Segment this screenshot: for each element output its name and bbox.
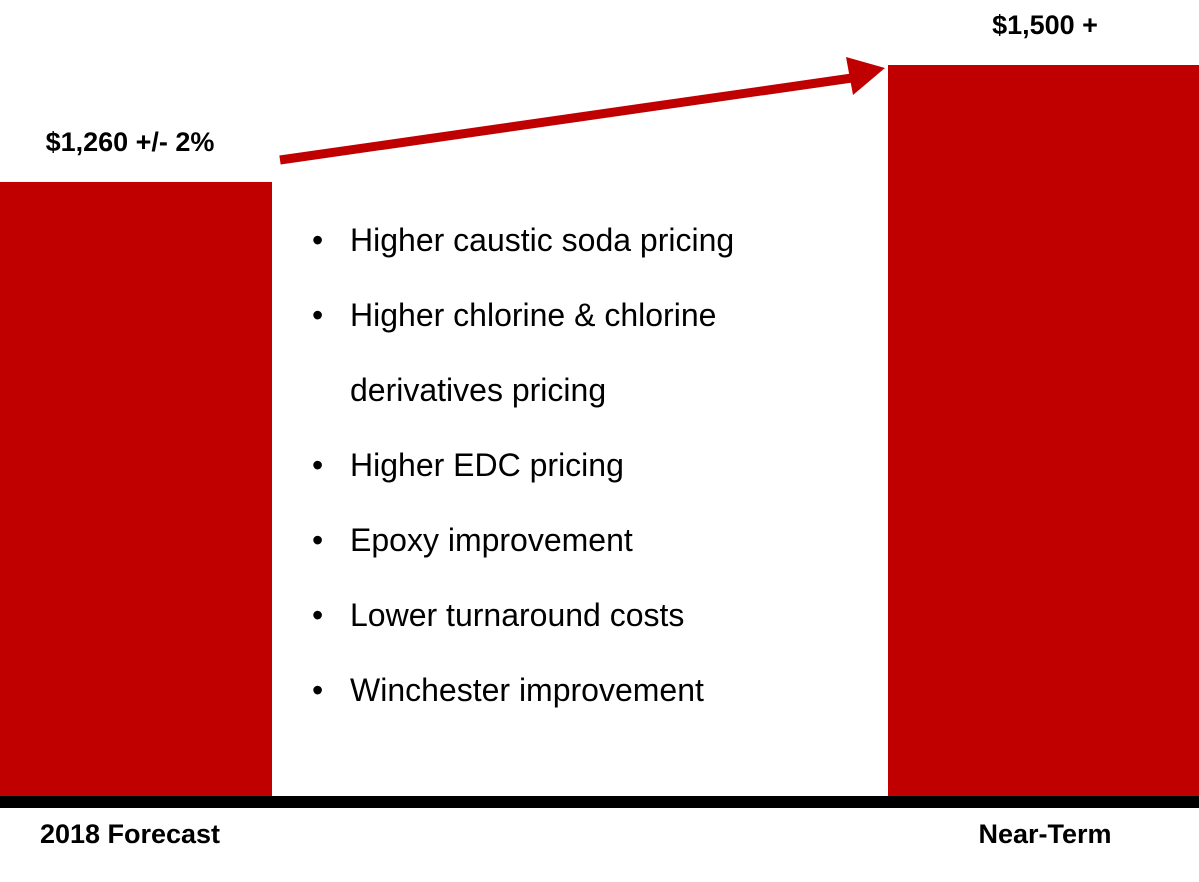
driver-item: Higher chlorine & chlorine derivatives p… bbox=[312, 278, 820, 428]
driver-item: Winchester improvement bbox=[312, 653, 820, 728]
bar bbox=[888, 65, 1199, 796]
driver-item: Epoxy improvement bbox=[312, 503, 820, 578]
value-label: $1,500 + bbox=[992, 10, 1098, 40]
value-label: $1,260 +/- 2% bbox=[46, 127, 215, 157]
category-label: 2018 Forecast bbox=[40, 819, 220, 849]
baseline bbox=[0, 796, 1199, 808]
arrow-shaft bbox=[279, 73, 853, 165]
category-label: Near-Term bbox=[978, 819, 1111, 849]
arrow-head bbox=[846, 57, 885, 95]
driver-item: Lower turnaround costs bbox=[312, 578, 820, 653]
driver-item: Higher caustic soda pricing bbox=[312, 203, 820, 278]
bar bbox=[0, 181, 272, 796]
driver-list: Higher caustic soda pricingHigher chlori… bbox=[312, 203, 820, 728]
driver-item: Higher EDC pricing bbox=[312, 428, 820, 503]
